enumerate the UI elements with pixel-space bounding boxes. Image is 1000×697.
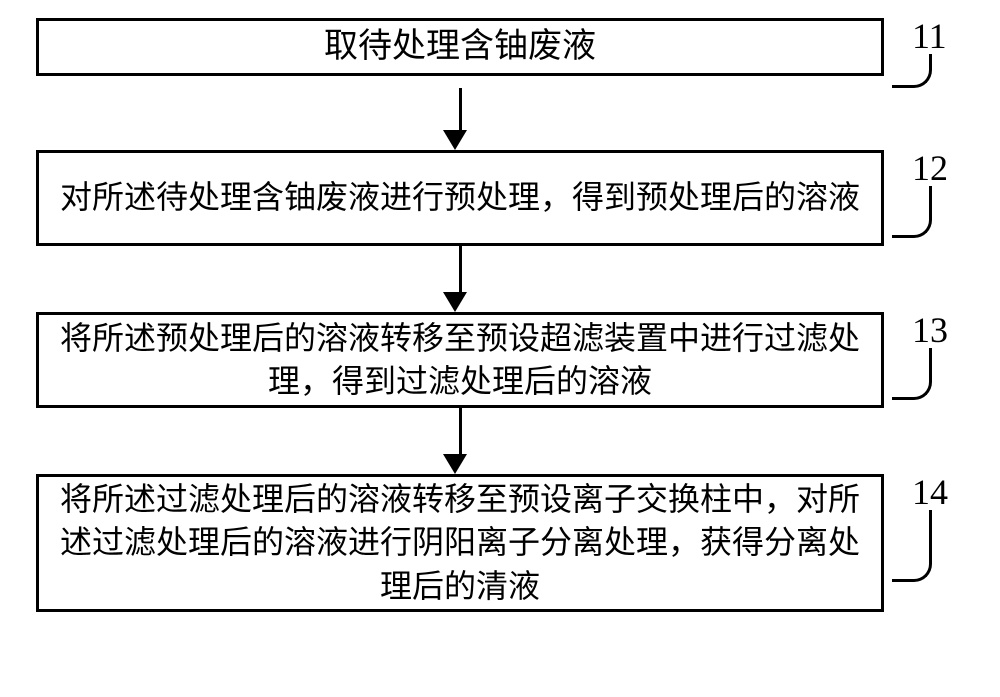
leader-line-12: 12 [884,150,954,238]
leader-curve [892,54,932,88]
arrow-stem [459,88,462,130]
arrow-2 [36,246,884,312]
leader-curve [892,348,932,400]
flow-row: 将所述预处理后的溶液转移至预设超滤装置中进行过滤处理，得到过滤处理后的溶液 13 [36,312,1000,408]
flow-step-text: 将所述预处理后的溶液转移至预设超滤装置中进行过滤处理，得到过滤处理后的溶液 [49,317,871,403]
flow-step-12: 对所述待处理含铀废液进行预处理，得到预处理后的溶液 [36,150,884,246]
flow-row: 对所述待处理含铀废液进行预处理，得到预处理后的溶液 12 [36,150,1000,246]
leader-line-13: 13 [884,312,954,400]
flowchart-container: 取待处理含铀废液 11 对所述待处理含铀废液进行预处理，得到预处理后的溶液 12 [0,0,1000,697]
flow-step-14: 将所述过滤处理后的溶液转移至预设离子交换柱中，对所述过滤处理后的溶液进行阴阳离子… [36,474,884,612]
leader-curve [892,186,932,238]
flow-step-text: 取待处理含铀废液 [324,24,596,70]
arrow-head-icon [443,130,467,150]
leader-curve [892,510,932,582]
arrow-stem [459,408,462,454]
flow-row: 将所述过滤处理后的溶液转移至预设离子交换柱中，对所述过滤处理后的溶液进行阴阳离子… [36,474,1000,612]
flow-step-text: 将所述过滤处理后的溶液转移至预设离子交换柱中，对所述过滤处理后的溶液进行阴阳离子… [49,478,871,608]
flow-step-11: 取待处理含铀废液 [36,18,884,76]
step-number-13: 13 [912,312,948,348]
step-number-11: 11 [912,18,947,54]
arrow-head-icon [443,292,467,312]
flow-step-13: 将所述预处理后的溶液转移至预设超滤装置中进行过滤处理，得到过滤处理后的溶液 [36,312,884,408]
step-number-14: 14 [912,474,948,510]
arrow-head-icon [443,454,467,474]
flow-step-text: 对所述待处理含铀废液进行预处理，得到预处理后的溶液 [60,176,860,219]
step-number-12: 12 [912,150,948,186]
flow-row: 取待处理含铀废液 11 [36,18,1000,88]
arrow-3 [36,408,884,474]
arrow-1 [36,88,884,150]
leader-line-11: 11 [884,18,954,88]
leader-line-14: 14 [884,474,954,582]
arrow-stem [459,246,462,292]
